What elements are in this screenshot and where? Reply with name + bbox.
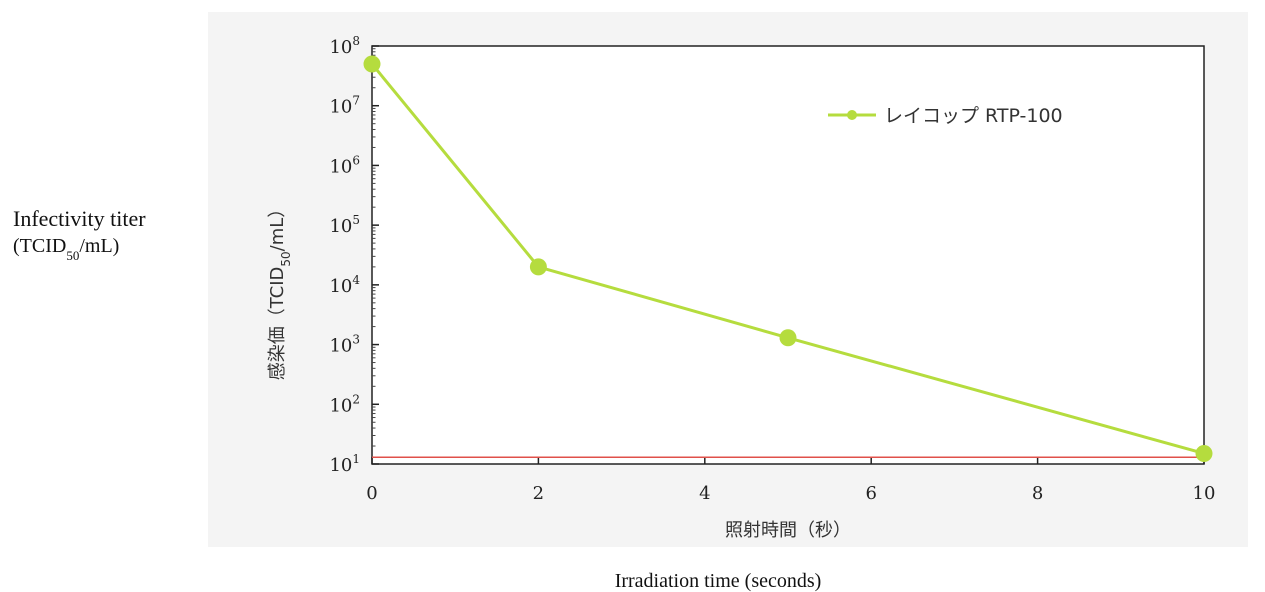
x-axis: 0 2 4 6 8 10 — [366, 457, 1215, 504]
y-axis-title-english: Infectivity titer — [13, 206, 146, 231]
x-tick-label: 8 — [1032, 483, 1043, 504]
x-tick-label: 4 — [699, 483, 710, 504]
x-axis-title-english: Irradiation time (seconds) — [615, 570, 822, 592]
data-point — [529, 258, 547, 276]
y-tick-label: 108 — [329, 34, 360, 58]
data-point — [1195, 444, 1213, 462]
y-axis: 108 107 106 105 104 103 102 101 — [329, 34, 379, 476]
y-tick-label: 104 — [329, 273, 360, 297]
y-axis-unit-english: (TCID50/mL) — [13, 235, 119, 263]
series-line — [370, 63, 1205, 455]
x-tick-label: 2 — [533, 483, 544, 504]
y-tick-label: 103 — [329, 333, 360, 357]
y-tick-label: 107 — [329, 94, 360, 118]
x-axis-title: 照射時間（秒） — [725, 520, 851, 541]
legend: レイコップ RTP-100 — [828, 105, 1063, 127]
data-point — [779, 329, 797, 347]
data-point — [363, 55, 381, 73]
y-tick-label: 106 — [329, 153, 360, 177]
series-points — [363, 55, 1213, 462]
x-tick-label: 0 — [366, 483, 377, 504]
legend-marker — [847, 110, 857, 120]
y-tick-label: 102 — [329, 392, 360, 416]
legend-label: レイコップ RTP-100 — [884, 105, 1063, 127]
y-axis-title: 感染価（TCID50/mL） — [267, 200, 293, 381]
plot-area — [371, 45, 1205, 465]
x-tick-label: 10 — [1193, 483, 1216, 504]
y-tick-label: 101 — [329, 452, 360, 476]
x-tick-label: 6 — [865, 483, 876, 504]
y-tick-label: 105 — [329, 213, 360, 237]
series-lines — [370, 63, 1205, 458]
